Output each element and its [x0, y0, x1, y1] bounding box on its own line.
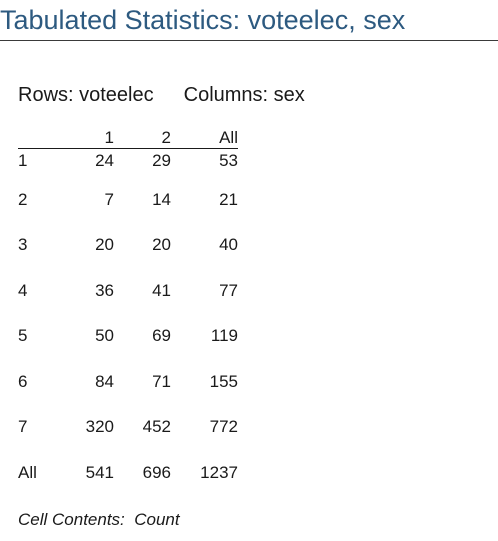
count-cell: 50 [95, 326, 114, 346]
count-cell: 14 [152, 189, 171, 209]
table-row: 2 7 14 21 [18, 177, 238, 223]
cell-contents-note: Cell Contents: Count [18, 510, 180, 529]
header-cell-all: All [171, 126, 238, 149]
count-cell: 24 [95, 151, 114, 170]
total-cell: 40 [219, 235, 238, 255]
count-cell: 36 [95, 280, 114, 300]
count-cell: 20 [95, 235, 114, 255]
table-row: 6 84 71 155 [18, 359, 238, 405]
title-divider [0, 40, 498, 41]
page-title: Tabulated Statistics: voteelec, sex [0, 5, 406, 35]
row-label: 3 [18, 235, 28, 255]
crosstab-table: 1 2 All 1 24 29 53 2 7 14 21 3 20 20 [18, 126, 238, 496]
table-row: 7 320 452 772 [18, 405, 238, 451]
row-label: 4 [18, 280, 28, 300]
total-cell: 21 [219, 189, 238, 209]
total-cell: 772 [209, 417, 238, 437]
header-cell-corner [18, 126, 66, 149]
table-row-totals: All 541 696 1237 [18, 450, 238, 496]
total-cell: 696 [142, 462, 171, 482]
count-cell: 29 [152, 151, 171, 170]
header-cell-sex-2: 2 [114, 126, 171, 149]
row-label: All [18, 462, 37, 482]
row-label: 1 [18, 151, 28, 170]
total-cell: 119 [210, 326, 238, 346]
count-cell: 41 [152, 280, 171, 300]
row-label: 7 [18, 417, 28, 437]
table-row: 1 24 29 53 [18, 149, 238, 178]
count-cell: 71 [152, 371, 171, 391]
total-cell: 77 [219, 280, 238, 300]
table-row: 4 36 41 77 [18, 268, 238, 314]
row-label: 6 [18, 371, 28, 391]
count-cell: 84 [95, 371, 114, 391]
row-label: 2 [18, 189, 28, 209]
count-cell: 7 [104, 189, 114, 209]
total-cell: 155 [209, 371, 238, 391]
table-row: 5 50 69 119 [18, 314, 238, 360]
count-cell: 320 [85, 417, 114, 437]
table-row: 3 20 20 40 [18, 223, 238, 269]
count-cell: 69 [152, 326, 171, 346]
table-dimensions: Rows: voteelec Columns: sex [18, 82, 305, 108]
rows-label: Rows: voteelec [18, 84, 154, 106]
grand-total-cell: 1237 [200, 462, 238, 482]
count-cell: 452 [142, 417, 171, 437]
header-row: 1 2 All [18, 126, 238, 149]
row-label: 5 [18, 326, 28, 346]
total-cell: 53 [219, 151, 238, 170]
header-cell-sex-1: 1 [66, 126, 114, 149]
total-cell: 541 [85, 462, 114, 482]
columns-label: Columns: sex [183, 84, 305, 106]
count-cell: 20 [152, 235, 171, 255]
